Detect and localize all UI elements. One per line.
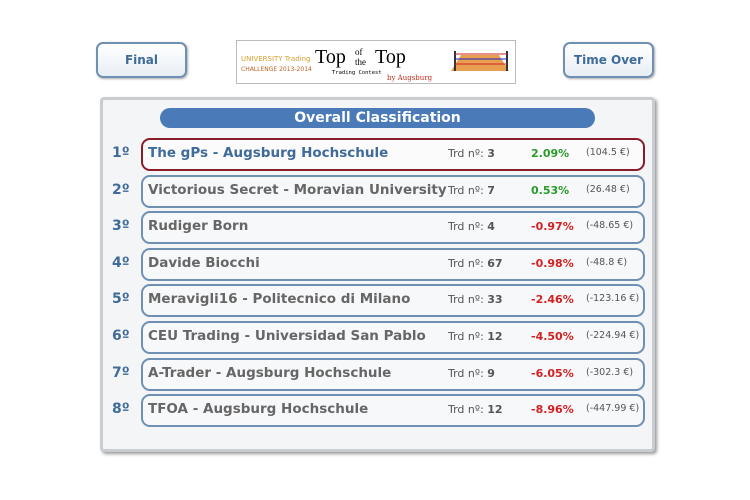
row-box[interactable]: [141, 174, 645, 208]
row-box[interactable]: [141, 357, 645, 391]
rank: 3º: [112, 218, 130, 235]
row-box[interactable]: [141, 247, 645, 281]
team-name: TFOA - Augsburg Hochschule: [148, 401, 369, 418]
final-button[interactable]: Final: [96, 42, 187, 78]
trades-count: 12: [487, 403, 503, 417]
amount: (-48.65 €): [586, 220, 634, 232]
rank: 8º: [112, 401, 130, 418]
trades-count: 9: [487, 366, 495, 380]
return: -6.05%: [531, 366, 574, 380]
amount: (-302.3 €): [586, 366, 634, 378]
logo-art: UNIVERSITY Trading CHALLENGE 2013-2014 T…: [241, 46, 509, 82]
trades: Trd nº: 7: [448, 184, 495, 197]
rank: 4º: [112, 254, 130, 271]
trades-label: Trd nº:: [448, 256, 484, 270]
trades-count: 4: [487, 220, 495, 234]
trades: Trd nº: 12: [448, 330, 503, 343]
trades-label: Trd nº:: [448, 183, 484, 197]
trades: Trd nº: 67: [448, 257, 503, 270]
team-name: A-Trader - Augsburg Hochschule: [148, 364, 392, 381]
return: -2.46%: [531, 293, 574, 307]
team-name: The gPs - Augsburg Hochschule: [148, 145, 389, 161]
logo-text: CHALLENGE 2013-2014: [241, 66, 312, 73]
team-name: Davide Biocchi: [148, 254, 260, 271]
trades-label: Trd nº:: [448, 403, 484, 417]
rank: 1º: [112, 145, 130, 161]
trades-count: 33: [487, 293, 503, 307]
trades-count: 7: [487, 183, 495, 197]
trades: Trd nº: 3: [448, 147, 495, 160]
return: -0.97%: [531, 220, 574, 234]
trades: Trd nº: 33: [448, 293, 503, 306]
time-over-button[interactable]: Time Over: [563, 42, 654, 78]
team-name: Rudiger Born: [148, 218, 249, 235]
amount: (-48.8 €): [586, 256, 628, 268]
return: 2.09%: [531, 147, 570, 160]
trades-count: 12: [487, 330, 503, 343]
rank: 7º: [112, 364, 130, 381]
logo-title: Top: [315, 46, 346, 68]
rank: 2º: [112, 181, 130, 198]
team-name: Meravigli16 - Politecnico di Milano: [148, 291, 411, 308]
trades-count: 67: [487, 256, 503, 270]
return: -0.98%: [531, 256, 574, 270]
rank: 6º: [112, 328, 130, 344]
return: -4.50%: [531, 330, 574, 343]
trades: Trd nº: 12: [448, 403, 503, 416]
trades-count: 3: [487, 147, 495, 160]
logo-title: of: [355, 47, 363, 57]
row-box[interactable]: [141, 284, 645, 318]
return: -8.96%: [531, 403, 574, 417]
team-name: Victorious Secret - Moravian University: [148, 181, 447, 198]
amount: (104.5 €): [586, 147, 630, 158]
row-box[interactable]: [141, 321, 645, 354]
trades-label: Trd nº:: [448, 293, 484, 307]
amount: (26.48 €): [586, 183, 630, 195]
logo-title: the: [355, 57, 366, 67]
trades: Trd nº: 9: [448, 367, 495, 380]
trades-label: Trd nº:: [448, 366, 484, 380]
trades-label: Trd nº:: [448, 220, 484, 234]
logo-title: Top: [375, 46, 406, 68]
team-name: CEU Trading - Universidad San Pablo: [148, 328, 426, 344]
amount: (-224.94 €): [586, 330, 640, 341]
logo-text: by Augsburg: [387, 74, 433, 82]
logo: UNIVERSITY Trading CHALLENGE 2013-2014 T…: [236, 40, 516, 84]
trades-label: Trd nº:: [448, 330, 484, 343]
row-box[interactable]: [141, 138, 645, 171]
trades-label: Trd nº:: [448, 147, 484, 160]
logo-text: Trading Contest: [332, 70, 382, 76]
row-box[interactable]: [141, 211, 645, 245]
boxing-ring: [451, 51, 509, 71]
return: 0.53%: [531, 183, 570, 197]
board-title: Overall Classification: [160, 108, 595, 128]
trades: Trd nº: 4: [448, 220, 495, 233]
amount: (-447.99 €): [586, 403, 640, 415]
amount: (-123.16 €): [586, 293, 640, 305]
logo-text: UNIVERSITY Trading: [241, 55, 310, 63]
row-box[interactable]: [141, 394, 645, 428]
rank: 5º: [112, 291, 130, 308]
